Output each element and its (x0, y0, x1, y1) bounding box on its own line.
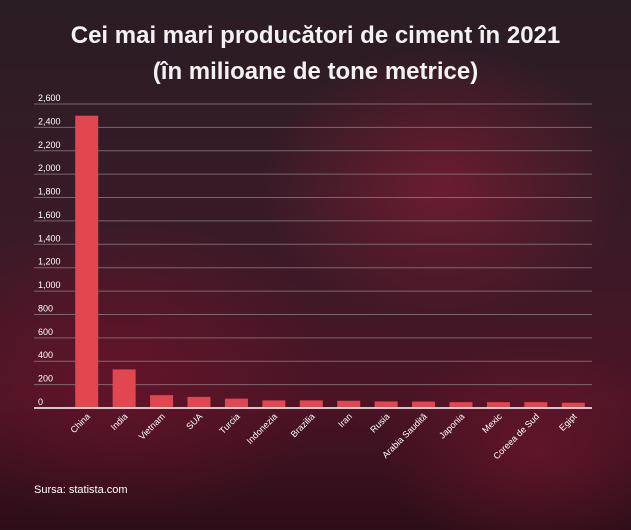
y-tick-label: 200 (38, 374, 53, 384)
bar (112, 369, 136, 408)
y-tick-label: 2,000 (38, 163, 61, 173)
chart-title: Cei mai mari producători de ciment în 20… (0, 18, 631, 90)
bar (524, 402, 548, 408)
y-tick-label: 1,800 (38, 187, 61, 197)
y-tick-label: 2,200 (38, 140, 61, 150)
y-tick-label: 2,400 (38, 116, 61, 126)
bar (337, 400, 361, 408)
chart-title-line-1: Cei mai mari producători de ciment în 20… (70, 22, 561, 49)
y-tick-label: 1,000 (38, 280, 61, 290)
y-tick-label: 0 (38, 397, 43, 407)
x-tick-label: Brazilia (289, 411, 317, 439)
x-tick-label: Turcia (217, 411, 242, 436)
x-tick-label: Egipt (557, 411, 579, 433)
chart-title-line-2: (în milioane de tone metrice) (152, 58, 479, 85)
y-tick-label: 1,200 (38, 257, 61, 267)
y-tick-label: 1,600 (38, 210, 61, 220)
x-tick-label: SUA (184, 411, 204, 431)
x-tick-label: Indonezia (245, 411, 280, 446)
y-tick-label: 1,400 (38, 233, 61, 243)
x-tick-label: Japonia (437, 411, 466, 440)
y-tick-label: 600 (38, 327, 53, 337)
bar (150, 395, 174, 408)
y-tick-label: 400 (38, 350, 53, 360)
bar (412, 401, 436, 408)
x-tick-label: Rusia (368, 411, 391, 434)
y-tick-label: 800 (38, 303, 53, 313)
y-tick-label: 2,600 (38, 93, 61, 103)
bar (449, 402, 473, 408)
source-note: Sursa: statista.com (34, 484, 128, 496)
bar (486, 402, 510, 408)
bar (262, 400, 286, 408)
x-tick-label: India (109, 411, 130, 432)
x-tick-label: Mexic (480, 411, 504, 435)
bar (75, 115, 99, 408)
bar (374, 401, 398, 408)
bar (187, 396, 211, 408)
x-tick-label: Iran (336, 411, 354, 429)
x-tick-label: China (68, 411, 92, 435)
x-tick-label: Vietnam (137, 411, 167, 441)
bar (561, 402, 585, 408)
bar (224, 398, 248, 408)
bar (299, 400, 323, 408)
